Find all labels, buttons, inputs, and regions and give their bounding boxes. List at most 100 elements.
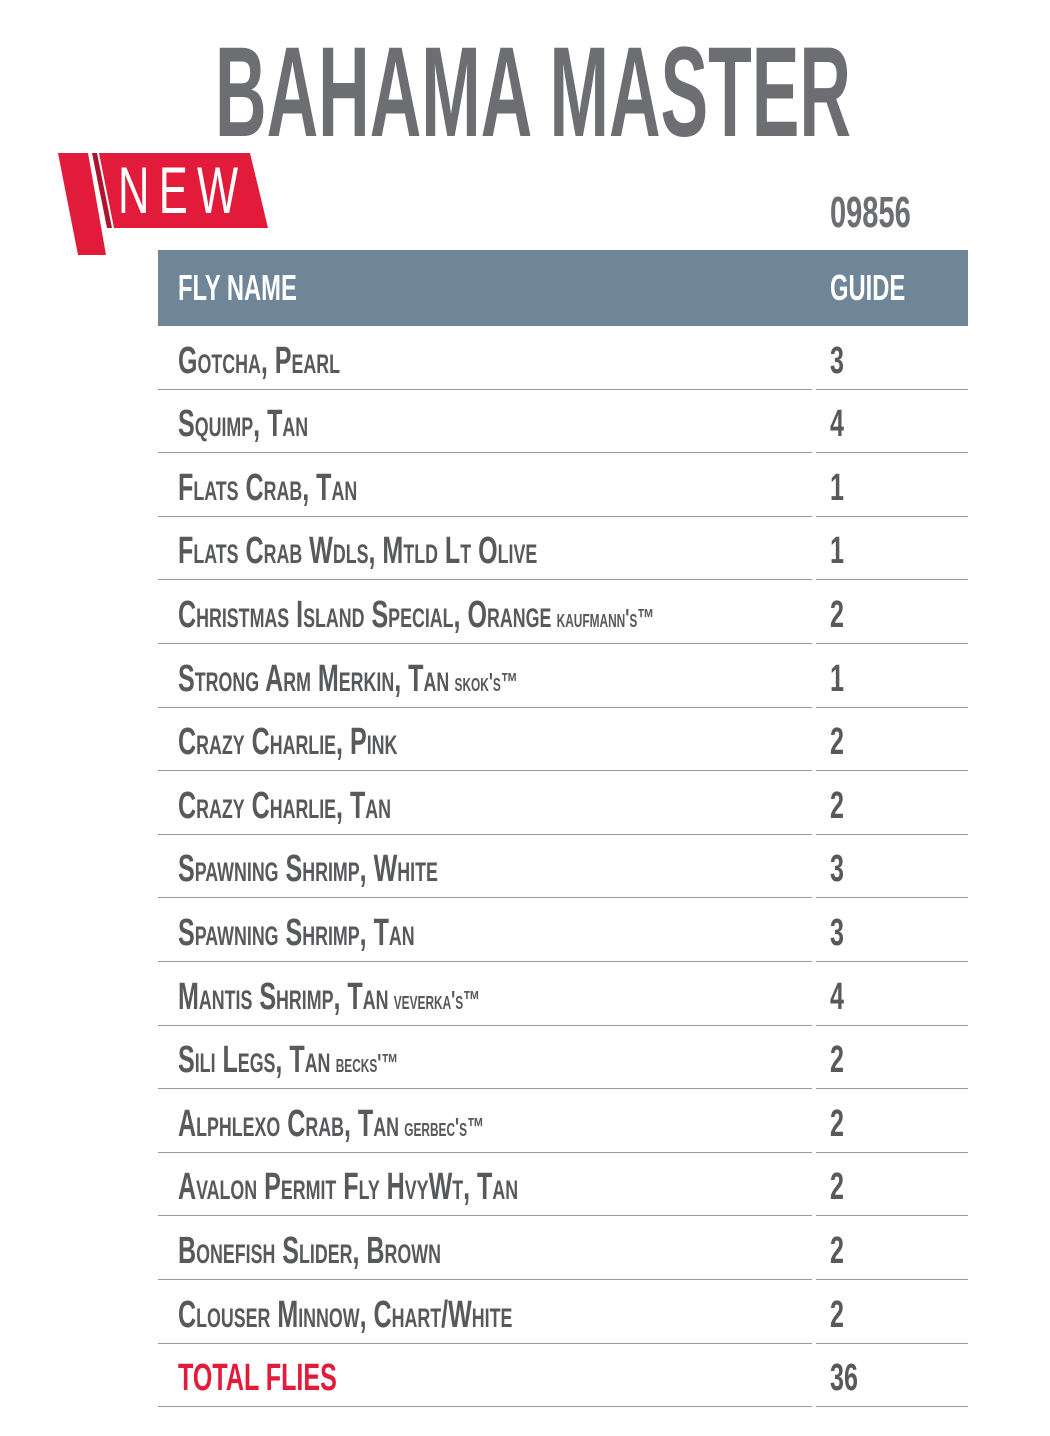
table-header: FLY NAME GUIDE bbox=[158, 250, 968, 326]
name-cell: Bonefish Slider, Brown bbox=[158, 1216, 812, 1280]
fly-name: Squimp, Tan bbox=[178, 403, 309, 446]
column-label: FLY NAME bbox=[178, 267, 297, 308]
table-row: Avalon Permit Fly HvyWt, Tan 2 bbox=[158, 1153, 968, 1217]
fly-name: Crazy Charlie, Tan bbox=[178, 784, 392, 827]
fly-name: Clouser Minnow, Chart/White bbox=[178, 1293, 513, 1336]
brand: Becks'™ bbox=[335, 1048, 399, 1079]
fly-name: Christmas Island Special, Orange bbox=[178, 593, 552, 636]
quantity: 4 bbox=[830, 975, 844, 1018]
badge-flag bbox=[58, 153, 268, 255]
name-cell: Crazy Charlie, Pink bbox=[158, 708, 812, 772]
fly-name: Gotcha, Pearl bbox=[178, 339, 341, 382]
name-cell: Mantis Shrimp, Tan Veverka's™ bbox=[158, 962, 812, 1026]
name-cell: Christmas Island Special, Orange Kaufmann… bbox=[158, 580, 812, 644]
qty-cell: 2 bbox=[816, 771, 968, 835]
table-row: Alphlexo Crab, Tan Gerbec's™ 2 bbox=[158, 1089, 968, 1153]
quantity: 1 bbox=[830, 466, 844, 509]
table-row: Mantis Shrimp, Tan Veverka's™ 4 bbox=[158, 962, 968, 1026]
name-cell: Sili Legs, Tan Becks'™ bbox=[158, 1026, 812, 1090]
qty-cell: 2 bbox=[816, 1153, 968, 1217]
qty-cell: 2 bbox=[816, 1089, 968, 1153]
qty-cell: 1 bbox=[816, 517, 968, 581]
table-body: Gotcha, Pearl 3 Squimp, Tan 4 Flats Crab, Ta… bbox=[158, 326, 968, 1408]
fly-name: Spawning Shrimp, White bbox=[178, 848, 438, 891]
name-wrap: Clouser Minnow, Chart/White bbox=[178, 1294, 512, 1337]
quantity: 2 bbox=[830, 784, 844, 827]
table-row: Christmas Island Special, Orange Kaufmann… bbox=[158, 580, 968, 644]
table-row: Spawning Shrimp, White 3 bbox=[158, 835, 968, 899]
qty-cell: 4 bbox=[816, 962, 968, 1026]
name-cell: TOTAL FLIES bbox=[158, 1344, 812, 1408]
name-wrap: Strong Arm Merkin, Tan Skok's™ bbox=[178, 658, 518, 701]
brand: Kaufmann's™ bbox=[556, 602, 655, 633]
quantity: 1 bbox=[830, 657, 844, 700]
table-row: Crazy Charlie, Pink 2 bbox=[158, 708, 968, 772]
qty-cell: 2 bbox=[816, 1216, 968, 1280]
fly-name: Alphlexo Crab, Tan bbox=[178, 1102, 399, 1145]
fly-name: TOTAL FLIES bbox=[178, 1357, 337, 1400]
fly-name: Mantis Shrimp, Tan bbox=[178, 975, 389, 1018]
quantity: 2 bbox=[830, 1102, 844, 1145]
quantity: 2 bbox=[830, 1166, 844, 1209]
qty-cell: 36 bbox=[816, 1344, 968, 1408]
name-wrap: TOTAL FLIES bbox=[178, 1357, 337, 1400]
column-label: GUIDE bbox=[830, 267, 906, 308]
name-cell: Crazy Charlie, Tan bbox=[158, 771, 812, 835]
badge: NEW bbox=[118, 153, 248, 227]
badge-box: NEW bbox=[118, 152, 314, 228]
name-wrap: Avalon Permit Fly HvyWt, Tan bbox=[178, 1166, 518, 1209]
brand: Skok's™ bbox=[454, 666, 519, 697]
table-row: Clouser Minnow, Chart/White 2 bbox=[158, 1280, 968, 1344]
fly-name: Flats Crab, Tan bbox=[178, 466, 358, 509]
name-cell: Avalon Permit Fly HvyWt, Tan bbox=[158, 1153, 812, 1217]
quantity: 3 bbox=[830, 339, 844, 382]
qty-cell: 2 bbox=[816, 1280, 968, 1344]
name-wrap: Spawning Shrimp, Tan bbox=[178, 912, 415, 955]
name-cell: Strong Arm Merkin, Tan Skok's™ bbox=[158, 644, 812, 708]
qty-cell: 4 bbox=[816, 390, 968, 454]
fly-name: Flats Crab Wdls, Mtld Lt Olive bbox=[178, 530, 538, 573]
name-wrap: Crazy Charlie, Pink bbox=[178, 721, 397, 764]
name-wrap: Sili Legs, Tan Becks'™ bbox=[178, 1039, 399, 1082]
quantity: 2 bbox=[830, 1039, 844, 1082]
fly-name: Spawning Shrimp, Tan bbox=[178, 911, 415, 954]
name-cell: Spawning Shrimp, Tan bbox=[158, 898, 812, 962]
name-cell: Flats Crab, Tan bbox=[158, 453, 812, 517]
table-row: Flats Crab Wdls, Mtld Lt Olive 1 bbox=[158, 517, 968, 581]
title-box: BAHAMA MASTER bbox=[215, 21, 851, 148]
header-cell: FLY NAME bbox=[158, 267, 812, 309]
fly-name: Avalon Permit Fly HvyWt, Tan bbox=[178, 1166, 519, 1209]
title: BAHAMA MASTER bbox=[215, 21, 851, 148]
name-cell: Gotcha, Pearl bbox=[158, 326, 812, 390]
flag-pole bbox=[58, 153, 106, 255]
code-box: 09856 bbox=[830, 188, 952, 238]
table-row: TOTAL FLIES 36 bbox=[158, 1344, 968, 1408]
qty-cell: 1 bbox=[816, 644, 968, 708]
name-cell: Clouser Minnow, Chart/White bbox=[158, 1280, 812, 1344]
fly-name: Crazy Charlie, Pink bbox=[178, 721, 398, 764]
flag-body bbox=[99, 153, 268, 228]
table-row: Spawning Shrimp, Tan 3 bbox=[158, 898, 968, 962]
name-wrap: Flats Crab Wdls, Mtld Lt Olive bbox=[178, 530, 537, 573]
header-cell: GUIDE bbox=[816, 267, 944, 309]
name-wrap: Spawning Shrimp, White bbox=[178, 848, 438, 891]
fly-name: Sili Legs, Tan bbox=[178, 1039, 331, 1082]
fly-table: FLY NAME GUIDE Gotcha, Pearl 3 Squimp, Tan… bbox=[158, 250, 968, 1408]
name-cell: Alphlexo Crab, Tan Gerbec's™ bbox=[158, 1089, 812, 1153]
quantity: 2 bbox=[830, 593, 844, 636]
quantity: 4 bbox=[830, 403, 844, 446]
qty-cell: 3 bbox=[816, 326, 968, 390]
name-wrap: Bonefish Slider, Brown bbox=[178, 1230, 441, 1273]
name-wrap: Squimp, Tan bbox=[178, 403, 308, 446]
name-wrap: Crazy Charlie, Tan bbox=[178, 785, 391, 828]
brand: Veverka's™ bbox=[393, 984, 481, 1015]
qty-cell: 3 bbox=[816, 835, 968, 899]
qty-cell: 2 bbox=[816, 1026, 968, 1090]
qty-cell: 2 bbox=[816, 580, 968, 644]
quantity: 3 bbox=[830, 911, 844, 954]
quantity: 2 bbox=[830, 1229, 844, 1272]
flag-stripe bbox=[92, 153, 112, 228]
name-cell: Flats Crab Wdls, Mtld Lt Olive bbox=[158, 517, 812, 581]
quantity: 36 bbox=[830, 1357, 858, 1400]
